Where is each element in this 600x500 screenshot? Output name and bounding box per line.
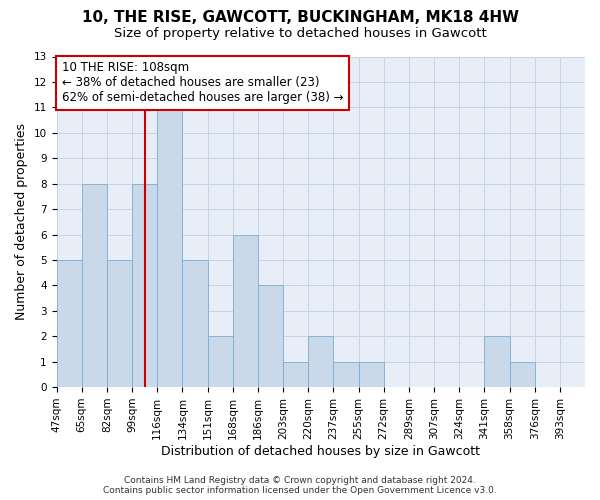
Bar	[359, 362, 383, 387]
Y-axis label: Number of detached properties: Number of detached properties	[15, 124, 28, 320]
Bar	[132, 184, 157, 387]
Bar	[258, 286, 283, 387]
Bar	[233, 234, 258, 387]
Bar	[107, 260, 132, 387]
Bar	[157, 108, 182, 387]
Bar	[182, 260, 208, 387]
Text: Size of property relative to detached houses in Gawcott: Size of property relative to detached ho…	[113, 28, 487, 40]
Text: Contains HM Land Registry data © Crown copyright and database right 2024.
Contai: Contains HM Land Registry data © Crown c…	[103, 476, 497, 495]
Bar	[509, 362, 535, 387]
Bar	[308, 336, 334, 387]
Text: 10 THE RISE: 108sqm
← 38% of detached houses are smaller (23)
62% of semi-detach: 10 THE RISE: 108sqm ← 38% of detached ho…	[62, 62, 343, 104]
Bar	[484, 336, 509, 387]
Bar	[283, 362, 308, 387]
Bar	[334, 362, 359, 387]
Bar	[56, 260, 82, 387]
Bar	[208, 336, 233, 387]
Bar	[82, 184, 107, 387]
Text: 10, THE RISE, GAWCOTT, BUCKINGHAM, MK18 4HW: 10, THE RISE, GAWCOTT, BUCKINGHAM, MK18 …	[82, 10, 518, 25]
X-axis label: Distribution of detached houses by size in Gawcott: Distribution of detached houses by size …	[161, 444, 480, 458]
